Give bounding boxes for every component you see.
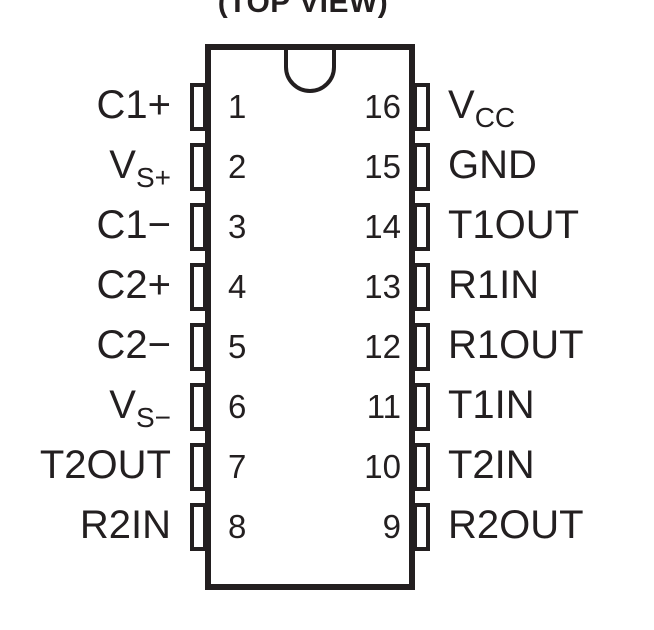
pin-name-text: V	[109, 143, 136, 187]
pin1-notch	[284, 50, 336, 93]
pin-name-subscript: S+	[135, 162, 171, 193]
pin-14-lead	[413, 203, 430, 251]
pin-name-6: VS−	[109, 385, 171, 432]
pin-name-2: VS+	[109, 145, 171, 192]
package-body	[205, 44, 415, 590]
pin-name-7: T2OUT	[40, 445, 171, 485]
pin-number-13: 13	[364, 268, 401, 305]
pin-number-1: 1	[228, 88, 247, 125]
pin-6-lead	[190, 383, 207, 431]
pin-name-text: C2−	[96, 323, 172, 367]
pin-name-text: C1−	[96, 203, 172, 247]
pin-12-lead	[413, 323, 430, 371]
pin-name-1: C1+	[97, 85, 172, 125]
pin-10-lead	[413, 443, 430, 491]
pin-name-text: R2OUT	[448, 503, 584, 547]
pin-name-text: C2+	[96, 263, 172, 307]
pin-13-lead	[413, 263, 430, 311]
pin-name-14: T1OUT	[448, 205, 579, 245]
pin-name-text: GND	[448, 143, 537, 187]
pin-number-12: 12	[364, 328, 401, 365]
pin-number-3: 3	[228, 208, 247, 245]
pin-name-text: T2OUT	[39, 443, 171, 487]
pin-name-8: R2IN	[80, 505, 171, 545]
pin-number-5: 5	[228, 328, 247, 365]
pin-number-4: 4	[228, 268, 247, 305]
pin-name-13: R1IN	[448, 265, 539, 305]
pin-8-lead	[190, 503, 207, 551]
pin-number-6: 6	[228, 388, 247, 425]
pin-1-lead	[190, 83, 207, 131]
view-title: (TOP VIEW)	[217, 0, 389, 19]
pin-5-lead	[190, 323, 207, 371]
pin-2-lead	[190, 143, 207, 191]
pin-name-text: T1IN	[448, 383, 535, 427]
pin-name-4: C2+	[97, 265, 172, 305]
pin-7-lead	[190, 443, 207, 491]
pin-name-text: T2IN	[448, 443, 535, 487]
pin-number-11: 11	[366, 388, 401, 425]
pin-4-lead	[190, 263, 207, 311]
pin-name-12: R1OUT	[448, 325, 584, 365]
pin-16-lead	[413, 83, 430, 131]
pin-name-11: T1IN	[448, 385, 535, 425]
pin-name-text: V	[448, 83, 475, 127]
pin-name-9: R2OUT	[448, 505, 584, 545]
pin-name-10: T2IN	[448, 445, 535, 485]
pin-name-text: V	[109, 383, 136, 427]
pin-number-15: 15	[364, 148, 401, 185]
pin-number-8: 8	[228, 508, 247, 545]
pin-number-2: 2	[228, 148, 247, 185]
pin-9-lead	[413, 503, 430, 551]
pin-number-9: 9	[382, 508, 401, 545]
pin-name-text: T1OUT	[448, 203, 580, 247]
pin-name-3: C1−	[97, 205, 172, 245]
pin-name-16: VCC	[448, 85, 515, 132]
pin-number-7: 7	[228, 448, 247, 485]
pin-name-text: R2IN	[79, 503, 171, 547]
pin-11-lead	[413, 383, 430, 431]
pin-number-10: 10	[364, 448, 401, 485]
pin-name-text: R1OUT	[448, 323, 584, 367]
pin-name-subscript: S−	[135, 402, 171, 433]
pin-name-5: C2−	[97, 325, 172, 365]
pin-name-text: R1IN	[448, 263, 540, 307]
pin-name-subscript: CC	[474, 102, 516, 133]
pin-3-lead	[190, 203, 207, 251]
pin-name-text: C1+	[96, 83, 172, 127]
pin-number-16: 16	[364, 88, 401, 125]
pin-number-14: 14	[364, 208, 401, 245]
pin-15-lead	[413, 143, 430, 191]
pin-name-15: GND	[448, 145, 537, 185]
